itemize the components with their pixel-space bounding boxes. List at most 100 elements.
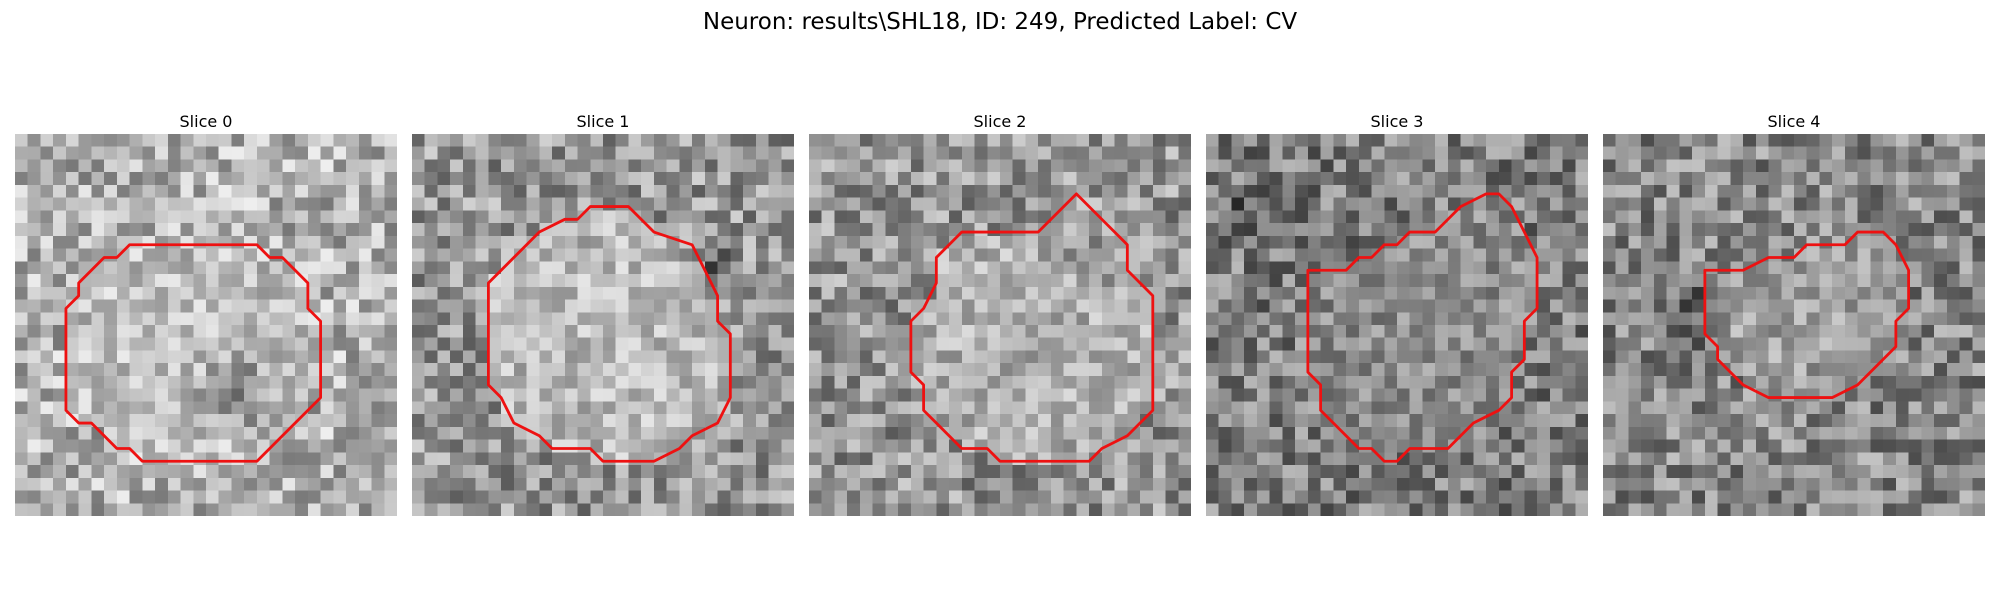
pixel — [412, 490, 425, 504]
pixel — [1127, 197, 1141, 211]
slice-image-svg — [809, 134, 1191, 516]
pixel — [53, 490, 67, 504]
pixel — [1819, 426, 1833, 440]
pixel — [256, 223, 270, 237]
pixel — [1921, 159, 1935, 173]
pixel — [180, 197, 194, 211]
pixel — [1549, 261, 1563, 275]
pixel — [653, 312, 667, 326]
pixel — [27, 172, 41, 186]
pixel — [1000, 350, 1013, 364]
pixel — [692, 477, 706, 491]
pixel — [1486, 477, 1500, 491]
pixel — [1165, 503, 1179, 516]
pixel — [898, 325, 912, 338]
pixel — [1692, 261, 1706, 275]
pixel — [1946, 337, 1960, 351]
pixel — [603, 210, 616, 224]
pixel — [1244, 223, 1258, 237]
pixel — [244, 210, 258, 224]
pixel — [27, 465, 41, 479]
pixel — [577, 159, 591, 173]
pixel — [1358, 134, 1372, 147]
pixel — [218, 426, 232, 440]
pixel — [821, 299, 835, 313]
pixel — [346, 235, 360, 249]
pixel — [1295, 414, 1309, 428]
pixel — [412, 325, 425, 338]
pixel — [244, 337, 258, 351]
pixel — [1730, 414, 1744, 428]
pixel — [1895, 426, 1909, 440]
pixel — [513, 274, 527, 288]
pixel — [603, 401, 616, 415]
pixel — [269, 388, 283, 402]
pixel — [78, 465, 92, 479]
pixel — [320, 261, 334, 275]
pixel — [1152, 235, 1166, 249]
pixel — [1127, 172, 1141, 186]
pixel — [1371, 401, 1385, 415]
pixel — [1384, 261, 1398, 275]
pixel — [193, 134, 207, 147]
pixel — [923, 439, 937, 453]
pixel — [936, 299, 950, 313]
pixel — [1844, 274, 1858, 288]
pixel — [40, 452, 54, 466]
pixel — [1089, 146, 1103, 160]
pixel — [1537, 350, 1551, 364]
pixel — [53, 465, 67, 479]
pixel — [1704, 184, 1718, 198]
pixel — [615, 146, 629, 160]
pixel — [1511, 465, 1525, 479]
pixel — [91, 414, 105, 428]
pixel — [1666, 337, 1680, 351]
pixel — [437, 439, 451, 453]
pixel — [475, 452, 489, 466]
pixel — [424, 426, 438, 440]
pixel — [142, 235, 156, 249]
pixel — [129, 465, 143, 479]
pixel — [1178, 388, 1191, 402]
pixel — [40, 248, 54, 262]
pixel — [1755, 465, 1769, 479]
pixel — [1498, 134, 1512, 147]
pixel — [167, 325, 181, 338]
pixel — [231, 261, 245, 275]
pixel — [1870, 375, 1884, 389]
pixel — [1883, 197, 1897, 211]
pixel — [1653, 388, 1667, 402]
pixel — [412, 337, 425, 351]
pixel — [142, 159, 156, 173]
pixel — [1114, 286, 1128, 300]
pixel — [1346, 439, 1360, 453]
pixel — [1447, 350, 1461, 364]
pixel — [412, 439, 425, 453]
pixel — [1447, 388, 1461, 402]
pixel — [961, 503, 975, 516]
pixel — [1473, 325, 1487, 338]
pixel — [1537, 325, 1551, 338]
pixel — [244, 363, 258, 377]
pixel — [1346, 477, 1360, 491]
pixel — [1575, 159, 1588, 173]
pixel — [1692, 465, 1706, 479]
pixel — [1486, 503, 1500, 516]
pixel — [1562, 223, 1576, 237]
pixel — [129, 414, 143, 428]
pixel — [1244, 312, 1258, 326]
pixel — [1358, 414, 1372, 428]
pixel — [1615, 223, 1629, 237]
pixel — [1473, 363, 1487, 377]
pixel — [1346, 197, 1360, 211]
pixel — [40, 274, 54, 288]
pixel — [1755, 134, 1769, 147]
pixel — [1178, 325, 1191, 338]
pixel — [1152, 210, 1166, 224]
pixel — [628, 414, 642, 428]
pixel — [1768, 184, 1782, 198]
pixel — [615, 184, 629, 198]
pixel — [142, 337, 156, 351]
pixel — [1641, 465, 1655, 479]
pixel — [1704, 325, 1718, 338]
